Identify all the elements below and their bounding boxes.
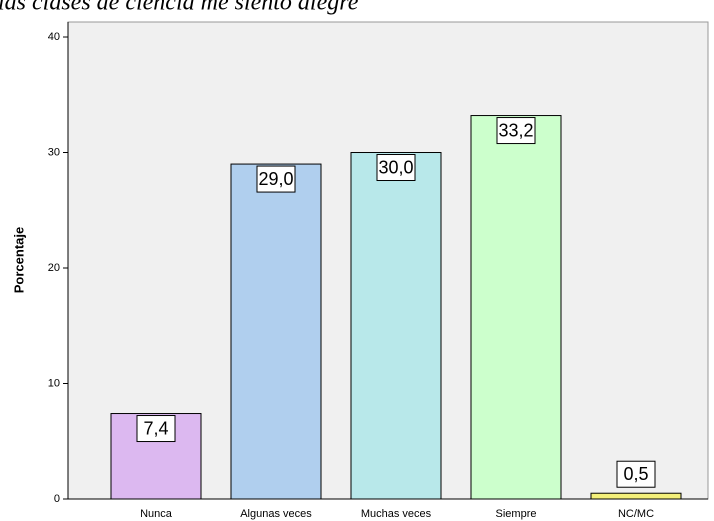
chart-title: las clases de ciencia me siento alegre <box>0 0 359 16</box>
value-label: 29,0 <box>258 169 293 189</box>
value-label-box <box>136 415 176 443</box>
value-label-box <box>616 460 656 488</box>
y-tick-label: 30 <box>48 146 60 158</box>
y-tick-label: 40 <box>48 31 60 43</box>
value-label: 33,2 <box>498 120 533 140</box>
x-tick-label: Siempre <box>496 508 537 520</box>
y-tick-label: 0 <box>54 493 60 505</box>
bar <box>230 163 322 500</box>
x-tick-label: Muchas veces <box>361 508 432 520</box>
x-tick-label: NC/MC <box>618 508 654 520</box>
value-label-box <box>496 117 536 145</box>
y-tick-label: 20 <box>48 262 60 274</box>
value-label: 30,0 <box>378 157 413 177</box>
value-label-box <box>376 154 416 182</box>
bar <box>470 115 562 500</box>
y-tick-label: 10 <box>48 377 60 389</box>
x-tick-label: Algunas veces <box>240 508 312 520</box>
bar <box>350 152 442 500</box>
value-label-box <box>256 165 296 193</box>
y-axis-label: Porcentaje <box>11 227 26 293</box>
value-label: 0,5 <box>623 464 648 484</box>
value-label: 7,4 <box>143 418 168 438</box>
bar <box>590 492 682 500</box>
x-tick-label: Nunca <box>140 508 173 520</box>
